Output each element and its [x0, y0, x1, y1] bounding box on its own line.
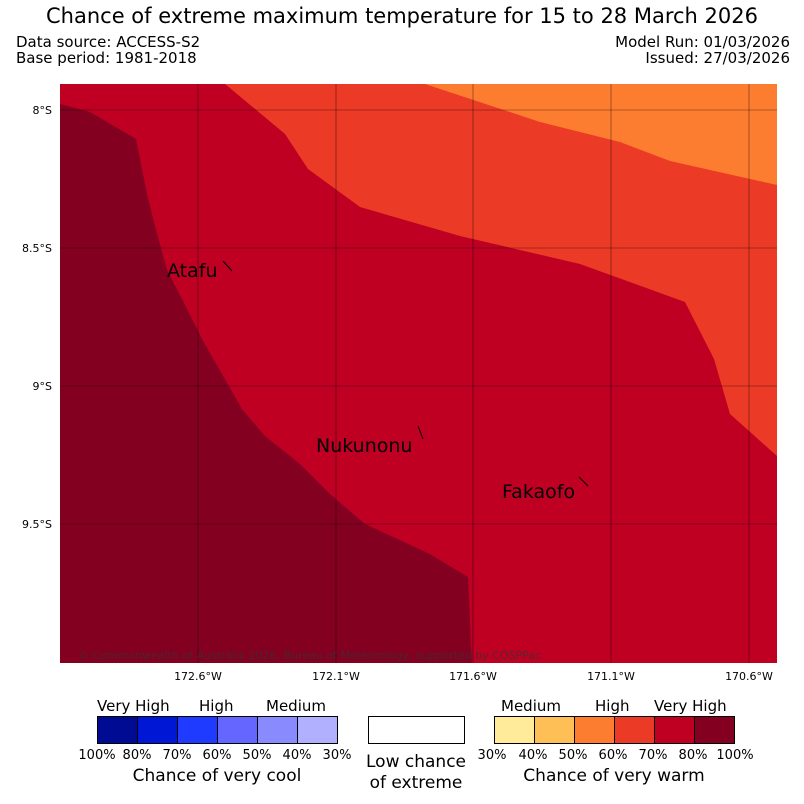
gridlines — [60, 84, 777, 663]
region-80-100 — [60, 84, 472, 663]
legend-cool-caption: Chance of very cool — [132, 766, 302, 786]
legend-cool-high-label: High — [199, 697, 234, 715]
legend-warm-medium-label: Medium — [501, 697, 561, 715]
legend-warm-tick: 100% — [716, 748, 754, 763]
island-markers — [222, 260, 589, 487]
legend-cool-swatch-80-70 — [137, 716, 178, 744]
meta-right: Model Run: 01/03/2026 Issued: 27/03/2026 — [615, 34, 790, 66]
lon-label-172-6w: 172.6°W — [174, 670, 222, 683]
legend-cool-tick: 40% — [282, 748, 312, 763]
lat-label-9-5s: 9.5°S — [22, 518, 52, 531]
legend-warm-swatch-50-60 — [574, 716, 615, 744]
legend-cool-tick: 70% — [162, 748, 192, 763]
legend-warm-tick: 40% — [518, 748, 548, 763]
legend-warm-tick: 60% — [598, 748, 628, 763]
legend-warm-tick: 70% — [638, 748, 668, 763]
legend-warm-tick: 50% — [558, 748, 588, 763]
legend-cool-swatch-60-50 — [217, 716, 258, 744]
issued-date: Issued: 27/03/2026 — [645, 49, 790, 67]
lon-label-170-6w: 170.6°W — [725, 670, 773, 683]
place-label-nukunonu: Nukunonu — [316, 435, 413, 457]
legend-warm-very-high-label: Very High — [654, 697, 727, 715]
place-label-atafu: Atafu — [167, 260, 218, 282]
legend-cool-swatch-70-60 — [177, 716, 218, 744]
legend-low-caption-line1: Low chance — [366, 752, 466, 772]
legend-warm-swatch-70-80 — [654, 716, 695, 744]
legend-warm-high-label: High — [595, 697, 630, 715]
model-run: Model Run: 01/03/2026 — [615, 33, 790, 51]
legend-cool-swatch-100-80 — [97, 716, 138, 744]
legend-warm-tick: 30% — [477, 748, 507, 763]
copyright-notice: © Commonwealth of Australia 2026, Bureau… — [78, 649, 542, 662]
data-source: Data source: ACCESS-S2 — [16, 33, 201, 51]
legend-cool-swatch-40-30 — [297, 716, 338, 744]
legend-cool-medium-label: Medium — [266, 697, 326, 715]
place-label-fakaofo: Fakaofo — [502, 481, 576, 503]
lon-label-172-1w: 172.1°W — [312, 670, 360, 683]
map-canvas — [60, 84, 777, 663]
lon-label-171-6w: 171.6°W — [449, 670, 497, 683]
nukunonu-atoll — [417, 425, 424, 440]
legend-cool-swatch-50-40 — [257, 716, 298, 744]
legend-cool-tick: 80% — [122, 748, 152, 763]
legend-cool-tick: 50% — [242, 748, 272, 763]
legend-warm-caption: Chance of very warm — [523, 766, 705, 786]
legend-warm-swatch-80-100 — [694, 716, 735, 744]
meta-left: Data source: ACCESS-S2 Base period: 1981… — [16, 34, 200, 66]
fakaofo-atoll — [578, 476, 589, 487]
legend-warm-swatch-60-70 — [614, 716, 655, 744]
base-period: Base period: 1981-2018 — [16, 49, 197, 67]
legend-warm-tick: 80% — [678, 748, 708, 763]
legend-cool-tick: 100% — [78, 748, 116, 763]
legend-cool-very-high-label: Very High — [97, 697, 170, 715]
lat-label-8-5s: 8.5°S — [22, 242, 52, 255]
legend-low-caption: Low chance of extreme — [346, 752, 486, 794]
lat-label-8s: 8°S — [32, 104, 52, 117]
legend-low-caption-line2: of extreme — [369, 773, 463, 793]
map-panel[interactable]: Atafu Nukunonu Fakaofo © Commonwealth of… — [60, 84, 777, 663]
legend-cool-tick: 30% — [322, 748, 352, 763]
legend-cool-tick: 60% — [202, 748, 232, 763]
legend-warm-swatch-30-40 — [494, 716, 535, 744]
page-title: Chance of extreme maximum temperature fo… — [46, 4, 758, 28]
legend-warm-swatch-40-50 — [534, 716, 575, 744]
region-60-70 — [225, 84, 777, 456]
lat-label-9s: 9°S — [32, 380, 52, 393]
legend-low-swatch — [368, 716, 465, 744]
lon-label-171-1w: 171.1°W — [587, 670, 635, 683]
atafu-atoll — [222, 260, 233, 272]
region-50-60 — [425, 84, 777, 185]
